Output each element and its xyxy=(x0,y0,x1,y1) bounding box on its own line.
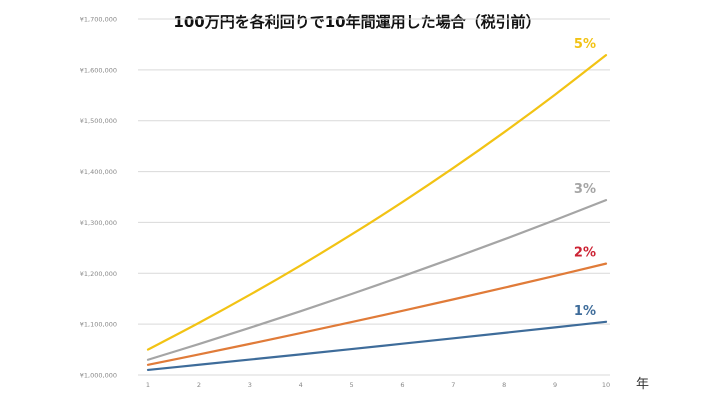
y-tick-label: ¥1,100,000 xyxy=(80,321,117,329)
y-tick-label: ¥1,400,000 xyxy=(80,168,117,176)
series-line-3 xyxy=(146,198,608,361)
x-axis-label: 年 xyxy=(636,377,649,392)
y-tick-label: ¥1,600,000 xyxy=(80,66,117,74)
x-tick-label: 2 xyxy=(197,381,201,389)
y-tick-label: ¥1,500,000 xyxy=(80,117,117,125)
x-axis-tick-labels: 1 2 3 4 5 6 7 8 9 10 xyxy=(146,381,610,389)
y-axis-tick-labels: ¥1,000,000 ¥1,100,000 ¥1,200,000 ¥1,300,000… xyxy=(80,16,117,380)
x-tick-label: 4 xyxy=(299,381,303,389)
y-tick-label: ¥1,200,000 xyxy=(80,270,117,278)
chart-title: 100万円を各利回りで10年間運用した場合（税引前） xyxy=(173,13,540,31)
x-tick-label: 6 xyxy=(400,381,404,389)
gridlines xyxy=(138,18,610,376)
series-lines xyxy=(146,54,608,372)
series-label: 1% xyxy=(574,304,596,319)
x-tick-label: 7 xyxy=(451,381,455,389)
x-tick-label: 8 xyxy=(502,381,506,389)
series-line-2 xyxy=(146,262,608,366)
y-tick-label: ¥1,300,000 xyxy=(80,219,117,227)
x-tick-label: 9 xyxy=(553,381,557,389)
x-tick-label: 3 xyxy=(248,381,252,389)
x-tick-label: 10 xyxy=(602,381,610,389)
series-line-1 xyxy=(146,320,608,372)
series-label: 3% xyxy=(574,182,596,197)
series-label: 2% xyxy=(574,246,596,261)
series-label: 5% xyxy=(574,37,596,52)
y-tick-label: ¥1,700,000 xyxy=(80,16,117,24)
x-tick-label: 5 xyxy=(349,381,353,389)
series-line-4 xyxy=(146,54,608,351)
series-labels: 1% 2% 3% 5% xyxy=(574,37,596,319)
x-tick-label: 1 xyxy=(146,381,150,389)
y-tick-label: ¥1,000,000 xyxy=(80,372,117,380)
